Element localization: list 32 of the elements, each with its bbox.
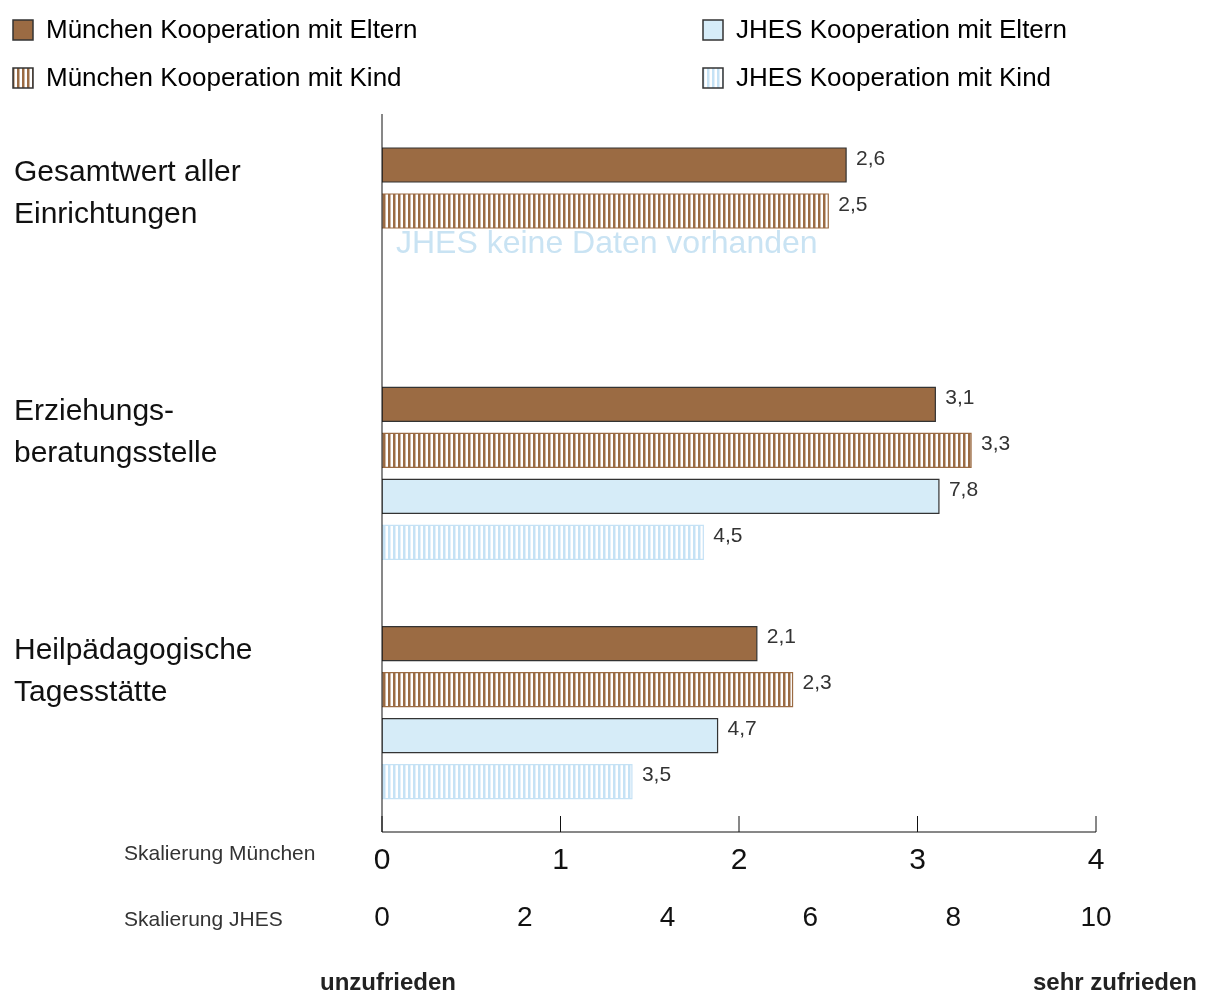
- text: sehr zufrieden: [1032, 968, 1197, 996]
- data-label: 2,5: [838, 191, 868, 215]
- legend-label: München Kooperation mit Eltern: [46, 14, 418, 45]
- data-label: 4,7: [727, 716, 757, 740]
- y-tick-label: Heilpädagogische Tagesstätte: [14, 632, 253, 708]
- x-tick-label: 4: [1087, 842, 1105, 876]
- data-label: 2,6: [856, 145, 886, 169]
- data-label: 3,3: [981, 430, 1011, 454]
- x2-tick-label: 2: [517, 900, 533, 932]
- data-label: 3,5: [641, 762, 672, 786]
- data-label: 2,3: [802, 670, 832, 694]
- text: unzufrieden: [320, 968, 456, 996]
- data-label: 4,5: [713, 522, 743, 546]
- legend-label: JHES Kooperation mit Eltern: [736, 14, 1067, 45]
- data-label: 7,8: [948, 476, 979, 500]
- x-tick-label: 2: [730, 842, 748, 876]
- data-label: 3,1: [945, 384, 975, 408]
- x-tick-label: 0: [373, 842, 391, 876]
- x2-tick-label: 6: [802, 900, 819, 932]
- y-tick-label: Erziehungs-beratungsstelle: [14, 392, 218, 468]
- x-tick-label: 3: [909, 842, 926, 876]
- x2-axis-title: Skalierung JHES: [124, 907, 283, 930]
- x2-tick-label: 10: [1080, 900, 1112, 932]
- x2-tick-label: 4: [659, 900, 676, 932]
- y-tick-label: Gesamtwert aller Einrichtungen: [14, 153, 241, 229]
- legend-label: JHES Kooperation mit Kind: [736, 62, 1052, 93]
- x-axis-title: Skalierung München: [124, 841, 316, 864]
- x-tick-label: 1: [552, 842, 569, 876]
- x2-tick-label: 0: [374, 900, 390, 932]
- legend-label: München Kooperation mit Kind: [46, 62, 402, 93]
- data-label: 2,1: [766, 624, 797, 648]
- x2-tick-label: 8: [945, 900, 961, 932]
